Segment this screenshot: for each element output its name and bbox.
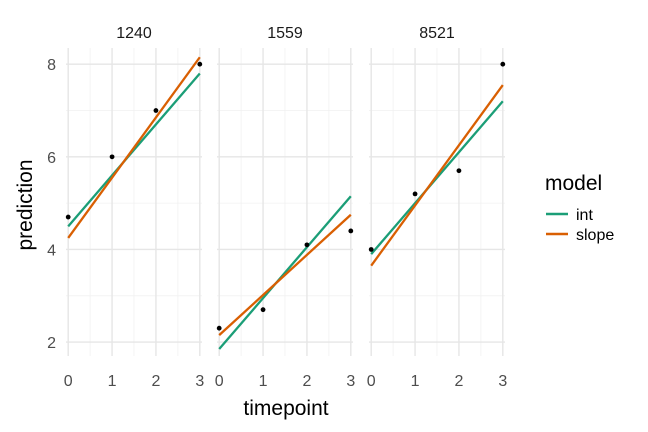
data-point	[153, 108, 159, 113]
series-line-int	[370, 100, 504, 255]
data-point	[216, 325, 222, 331]
y-tick-label: 8	[47, 57, 56, 74]
x-tick-label: 1	[259, 373, 268, 390]
facet-strip-label: 8521	[419, 25, 455, 42]
x-tick-label: 0	[367, 373, 376, 390]
series-line-slope	[218, 213, 352, 337]
series-line-slope	[67, 56, 201, 239]
x-tick-label: 3	[195, 373, 204, 390]
data-point	[348, 228, 354, 234]
x-tick-label: 0	[64, 373, 73, 390]
x-tick-label: 1	[411, 373, 420, 390]
data-point	[304, 242, 310, 248]
facet-strip-label: 1240	[116, 25, 152, 42]
x-tick-label: 1	[108, 373, 117, 390]
x-tick-label: 0	[215, 373, 224, 390]
facet-strip-label: 1559	[267, 25, 303, 42]
panels-layer: 1240 1559 8521	[65, 25, 506, 356]
data-point	[260, 307, 266, 313]
y-tick-label: 2	[47, 335, 56, 352]
y-axis-title: prediction	[14, 159, 37, 250]
legend: model int slope	[545, 172, 614, 244]
x-tick-label: 2	[454, 373, 463, 390]
facet-panel-8521: 8521	[368, 25, 506, 356]
series-line-slope	[370, 84, 504, 267]
x-tick-label: 3	[346, 373, 355, 390]
data-point	[197, 61, 203, 67]
data-point	[456, 168, 462, 174]
legend-entries: int slope	[546, 207, 614, 244]
data-point	[65, 214, 71, 220]
data-point	[109, 154, 115, 160]
series-line-int	[67, 72, 201, 228]
facet-panel-1559: 1559	[216, 25, 354, 356]
y-axis-ticks: 2 4 6 8	[47, 57, 56, 352]
legend-title: model	[545, 172, 602, 195]
legend-label-slope: slope	[576, 227, 614, 244]
data-point	[368, 247, 374, 252]
y-tick-label: 4	[47, 242, 56, 259]
x-tick-label: 2	[302, 373, 311, 390]
x-tick-label: 2	[151, 373, 160, 390]
series-line-int	[218, 195, 352, 350]
data-point	[500, 61, 506, 67]
data-point	[412, 191, 418, 197]
y-tick-label: 6	[47, 150, 56, 167]
x-axis-title: timepoint	[243, 397, 328, 420]
facet-panel-1240: 1240	[65, 25, 203, 356]
legend-label-int: int	[576, 207, 593, 224]
x-tick-label: 3	[498, 373, 507, 390]
